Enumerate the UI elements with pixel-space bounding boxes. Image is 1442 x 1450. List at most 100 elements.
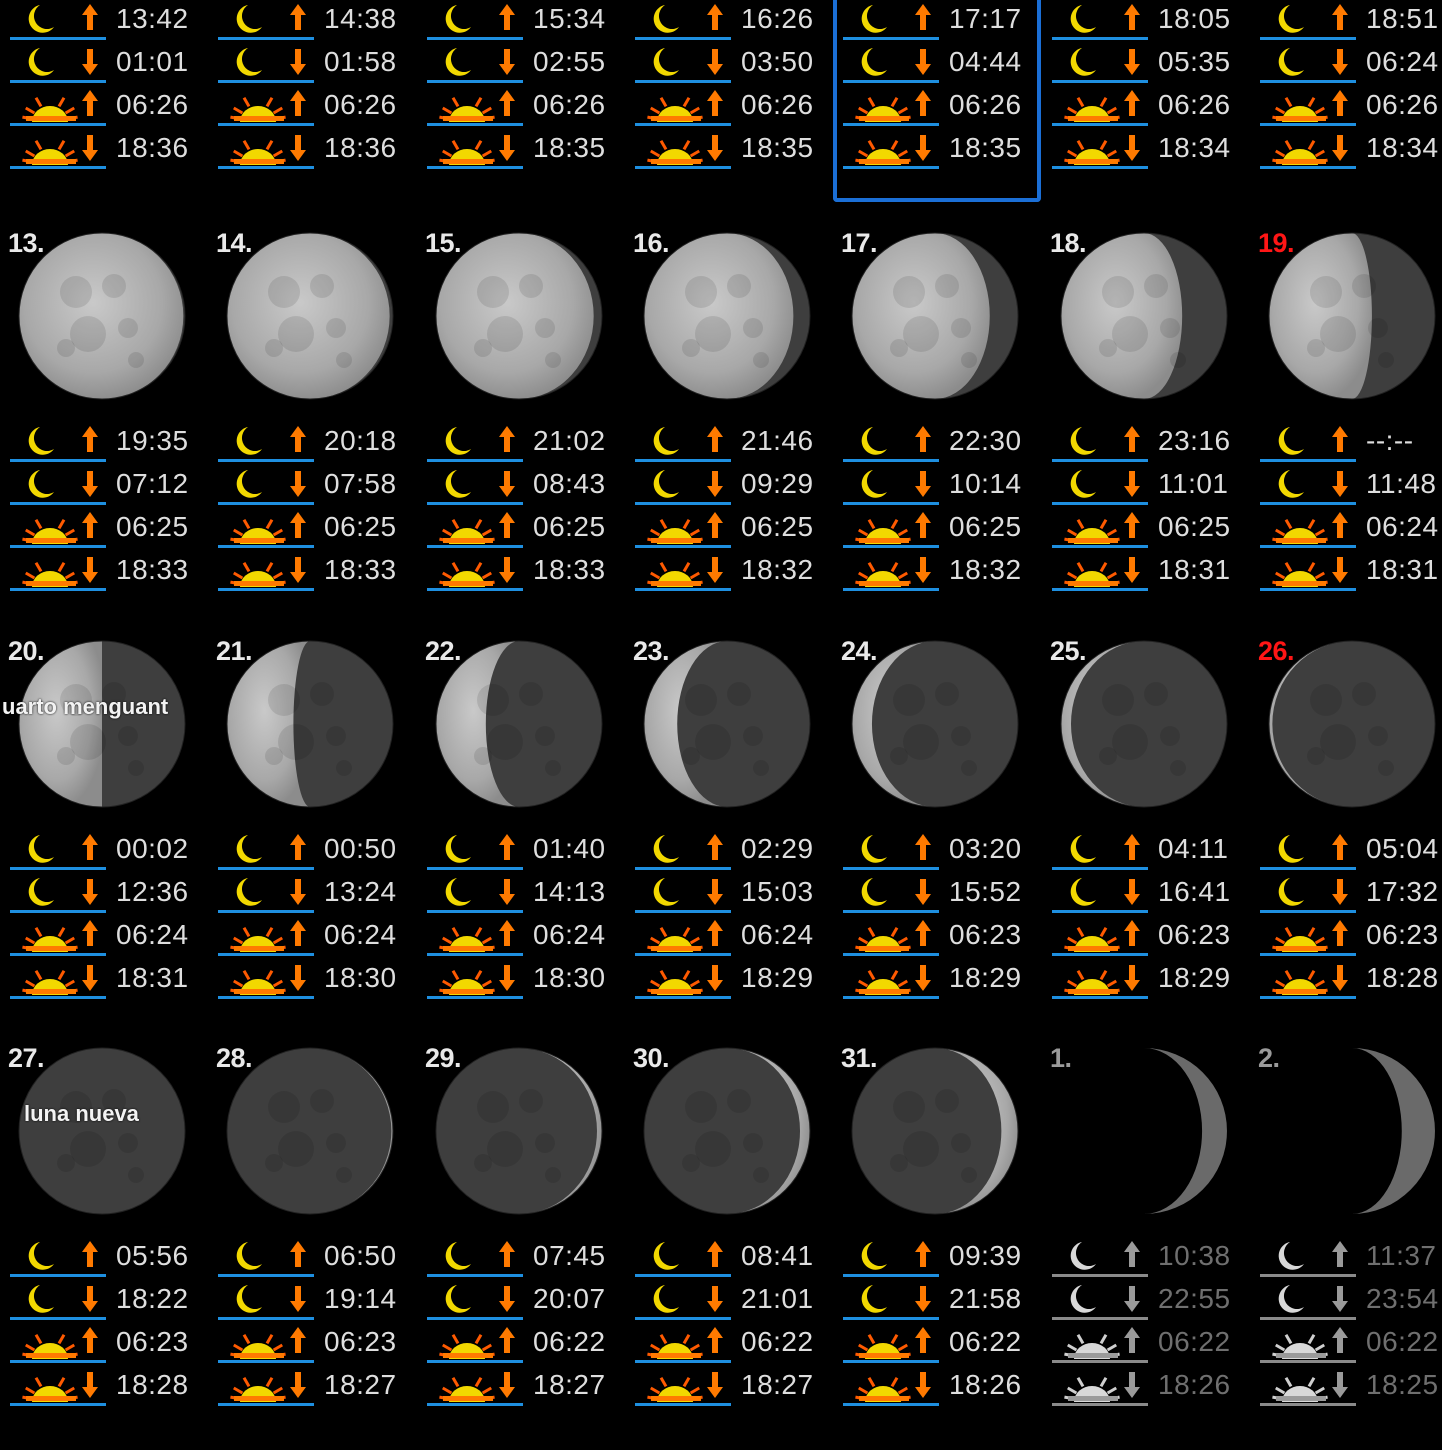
sunrise-icon	[10, 1327, 106, 1363]
day-cell[interactable]: 31. 09:39 21:58 06:22 18:26	[833, 1043, 1041, 1450]
moonrise-row: 00:02	[10, 830, 208, 873]
rise-set-times: 22:30 10:14 06:25 18:32	[843, 422, 1041, 594]
day-cell[interactable]: 14. 20:18 07:58 06:25 18:33	[208, 228, 416, 635]
moonrise-time: 14:38	[324, 3, 397, 34]
moonrise-icon	[427, 834, 523, 870]
rise-set-times: 16:26 03:50 06:26 18:35	[635, 0, 833, 172]
day-cell[interactable]: 14:38 01:58 06:26 18:36	[208, 0, 416, 213]
moonrise-time: 21:02	[533, 425, 606, 456]
moonset-time: 08:43	[533, 468, 606, 499]
sunset-icon	[843, 135, 939, 169]
moonset-icon	[10, 48, 106, 83]
moonrise-time: 21:46	[741, 425, 814, 456]
sunset-row: 18:25	[1260, 1366, 1442, 1409]
moonset-row: 11:01	[1052, 465, 1250, 508]
moon-phase-image	[641, 1045, 813, 1217]
sunset-time: 18:32	[741, 554, 814, 585]
day-cell[interactable]: 27. luna nueva 05:56 18:22 06:23 18:28	[0, 1043, 208, 1450]
sunset-icon	[1052, 557, 1148, 591]
day-cell[interactable]: 18. 23:16 11:01 06:25 18:31	[1042, 228, 1250, 635]
day-cell[interactable]: 23. 02:29 15:03 06:24 18:29	[625, 636, 833, 1043]
moonset-time: 15:52	[949, 876, 1022, 907]
day-cell[interactable]: 25. 04:11 16:41 06:23 18:29	[1042, 636, 1250, 1043]
moonset-row: 01:01	[10, 43, 208, 86]
moonrise-time: 16:26	[741, 3, 814, 34]
moonrise-time: 23:16	[1158, 425, 1231, 456]
day-cell[interactable]: 15:34 02:55 06:26 18:35	[417, 0, 625, 213]
moonrise-row: 16:26	[635, 0, 833, 43]
sunset-time: 18:33	[324, 554, 397, 585]
day-cell[interactable]: 18:51 06:24 06:26 18:34	[1250, 0, 1442, 213]
sunset-row: 18:34	[1260, 129, 1442, 172]
sunset-time: 18:34	[1366, 132, 1439, 163]
moonrise-row: --:--	[1260, 422, 1442, 465]
moonrise-row: 00:50	[218, 830, 416, 873]
day-cell[interactable]: 24. 03:20 15:52 06:23 18:29	[833, 636, 1041, 1043]
day-number: 19.	[1258, 228, 1295, 258]
sunrise-row: 06:23	[843, 916, 1041, 959]
day-cell[interactable]: 30. 08:41 21:01 06:22 18:27	[625, 1043, 833, 1450]
moonset-row: 16:41	[1052, 873, 1250, 916]
day-cell[interactable]: 20. uarto menguant 00:02 12:36 06:24 18:31	[0, 636, 208, 1043]
sunrise-icon	[1260, 512, 1356, 548]
day-cell[interactable]: 17. 22:30 10:14 06:25 18:32	[833, 228, 1041, 635]
moonset-icon	[427, 470, 523, 505]
moonrise-row: 19:35	[10, 422, 208, 465]
moonrise-time: 19:35	[116, 425, 189, 456]
sunrise-time: 06:25	[1158, 511, 1231, 542]
moon-phase-image	[433, 638, 605, 810]
moonset-row: 13:24	[218, 873, 416, 916]
moonset-time: 11:01	[1158, 468, 1229, 499]
day-cell[interactable]: 15. 21:02 08:43 06:25 18:33	[417, 228, 625, 635]
day-cell[interactable]: 13. 19:35 07:12 06:25 18:33	[0, 228, 208, 635]
sunset-icon	[635, 965, 731, 999]
sunset-icon	[10, 557, 106, 591]
day-cell[interactable]: 26. 05:04 17:32 06:23 18:28	[1250, 636, 1442, 1043]
moonset-row: 02:55	[427, 43, 625, 86]
day-cell[interactable]: 16. 21:46 09:29 06:25 18:32	[625, 228, 833, 635]
day-cell[interactable]: 2. 11:37 23:54 06:22 18:25	[1250, 1043, 1442, 1450]
moonset-row: 22:55	[1052, 1280, 1250, 1323]
day-cell[interactable]: 16:26 03:50 06:26 18:35	[625, 0, 833, 213]
moonset-time: 21:01	[741, 1283, 814, 1314]
sunset-time: 18:30	[533, 962, 606, 993]
sunset-time: 18:28	[1366, 962, 1439, 993]
day-cell[interactable]: 29. 07:45 20:07 06:22 18:27	[417, 1043, 625, 1450]
day-cell[interactable]: 13:42 01:01 06:26 18:36	[0, 0, 208, 213]
moonset-time: 19:14	[324, 1283, 397, 1314]
moonrise-time: 18:05	[1158, 3, 1231, 34]
sunrise-icon	[1052, 90, 1148, 126]
sunrise-time: 06:26	[116, 89, 189, 120]
moonset-row: 15:52	[843, 873, 1041, 916]
moonset-icon	[1260, 878, 1356, 913]
day-cell[interactable]: 22. 01:40 14:13 06:24 18:30	[417, 636, 625, 1043]
sunrise-row: 06:25	[1052, 508, 1250, 551]
moonrise-row: 01:40	[427, 830, 625, 873]
moonrise-time: 20:18	[324, 425, 397, 456]
day-cell[interactable]: 21. 00:50 13:24 06:24 18:30	[208, 636, 416, 1043]
moon-phase-image	[1266, 638, 1438, 810]
moonset-time: 04:44	[949, 46, 1022, 77]
rise-set-times: 05:56 18:22 06:23 18:28	[10, 1237, 208, 1409]
day-cell[interactable]: 17:17 04:44 06:26 18:35	[833, 0, 1041, 213]
sunrise-row: 06:26	[427, 86, 625, 129]
moon-phase-image	[849, 638, 1021, 810]
sunset-icon	[635, 135, 731, 169]
sunset-time: 18:36	[116, 132, 189, 163]
day-cell[interactable]: 18:05 05:35 06:26 18:34	[1042, 0, 1250, 213]
moonrise-time: 08:41	[741, 1240, 814, 1271]
day-number: 29.	[425, 1043, 462, 1073]
rise-set-times: 01:40 14:13 06:24 18:30	[427, 830, 625, 1002]
day-cell[interactable]: 1. 10:38 22:55 06:22 18:26	[1042, 1043, 1250, 1450]
moonrise-row: 04:11	[1052, 830, 1250, 873]
moonrise-icon	[843, 426, 939, 462]
sunset-time: 18:25	[1366, 1369, 1439, 1400]
day-cell[interactable]: 28. 06:50 19:14 06:23 18:27	[208, 1043, 416, 1450]
moon-phase-image	[224, 1045, 396, 1217]
moonset-icon	[635, 470, 731, 505]
moonset-icon	[1260, 1285, 1356, 1320]
sunset-time: 18:34	[1158, 132, 1231, 163]
day-cell[interactable]: 19. --:-- 11:48 06:24 18:31	[1250, 228, 1442, 635]
moonset-icon	[635, 48, 731, 83]
sunrise-icon	[635, 90, 731, 126]
